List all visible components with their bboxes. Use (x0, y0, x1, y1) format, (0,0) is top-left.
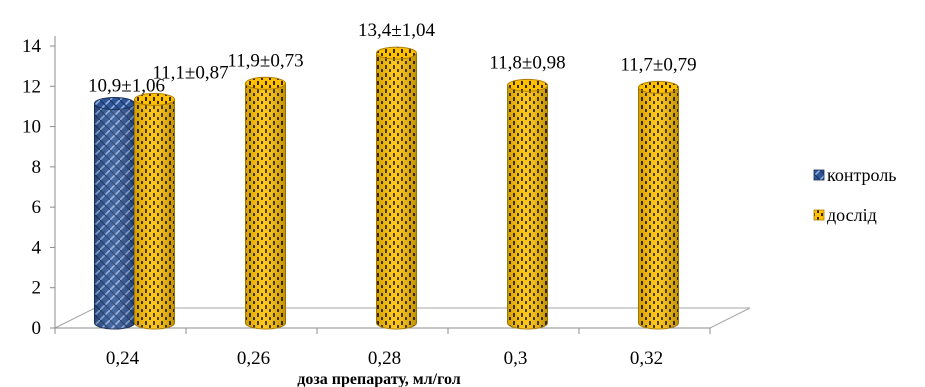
bar-shading (94, 103, 135, 329)
x-tick-label: 0,26 (237, 348, 270, 369)
data-label: 11,8±0,98 (489, 52, 565, 73)
bar-shading (134, 99, 175, 330)
bar-top (134, 92, 175, 106)
y-ticks-group: 0 2 4 6 8 10 12 14 (22, 36, 55, 339)
x-tick-label: 0,3 (504, 348, 528, 369)
bar-top (94, 96, 135, 110)
y-tick-label: 6 (32, 197, 42, 218)
bar-kontrol-0 (94, 96, 135, 330)
bar-top (638, 80, 679, 94)
bar-shading (376, 53, 417, 329)
legend-swatch (813, 169, 825, 181)
bar-doslid-0 (134, 92, 175, 330)
x-ticks-group: 0,24 0,26 0,28 0,3 0,32 (54, 328, 711, 369)
y-tick-label: 4 (32, 237, 42, 258)
legend-swatch (813, 209, 825, 221)
x-tick-label: 0,24 (106, 348, 140, 369)
bar-shading (638, 87, 679, 329)
bar-doslid-4 (638, 80, 679, 330)
legend-label: дослід (827, 205, 877, 225)
legend-item-doslid: дослід (813, 205, 877, 225)
y-tick-label: 2 (32, 278, 42, 299)
data-label: 11,1±0,87 (152, 62, 228, 83)
bar-top (245, 76, 286, 90)
y-tick-label: 10 (22, 117, 41, 138)
data-label: 11,7±0,79 (620, 54, 696, 75)
y-tick-label: 8 (32, 157, 42, 178)
x-tick-label: 0,28 (368, 348, 401, 369)
bar-top (376, 46, 417, 60)
bar-doslid-1 (245, 76, 286, 330)
bars-group (94, 46, 679, 330)
bar-shading (245, 83, 286, 329)
y-tick-label: 0 (32, 318, 42, 339)
y-tick-label: 12 (22, 76, 41, 97)
legend-label: контроль (827, 165, 897, 185)
y-tick-label: 14 (22, 36, 42, 57)
bar-doslid-2 (376, 46, 417, 330)
legend: контроль дослід (813, 165, 897, 225)
x-axis-title: доза препарату, мл/гол (297, 371, 460, 387)
bar-shading (507, 85, 548, 329)
bar-top (507, 78, 548, 92)
legend-item-kontrol: контроль (813, 165, 897, 185)
bar-doslid-3 (507, 78, 548, 330)
data-label: 10,9±1,06 (88, 75, 165, 96)
data-label: 11,9±0,73 (227, 50, 303, 71)
data-label: 13,4±1,04 (358, 20, 435, 41)
x-tick-label: 0,32 (630, 348, 663, 369)
